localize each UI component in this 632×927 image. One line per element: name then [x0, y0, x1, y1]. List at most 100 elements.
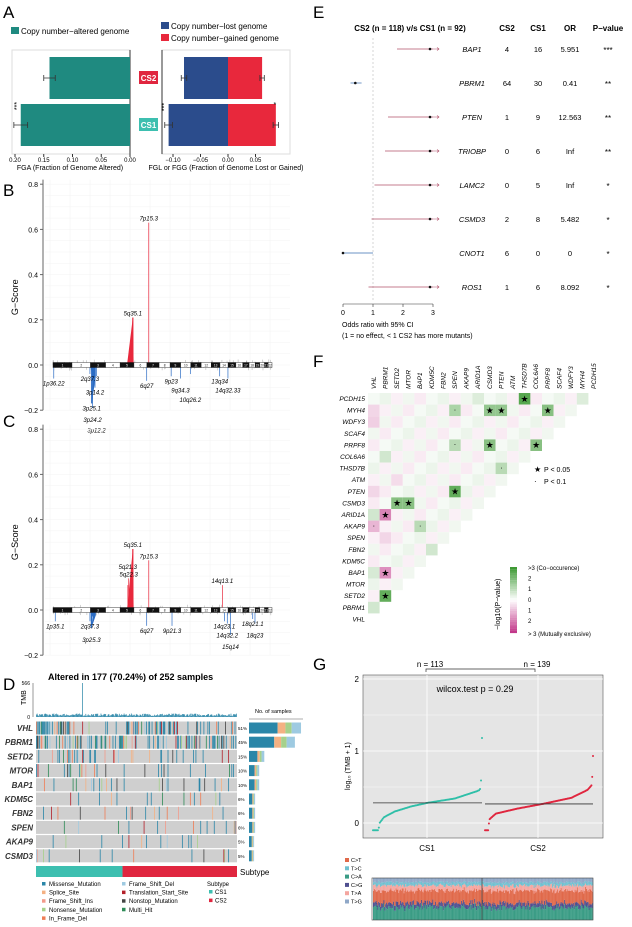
chromosome-label: 14	[222, 608, 226, 612]
mutation-cell	[130, 806, 131, 820]
oncoplot-row-FBN2	[36, 806, 237, 820]
signature-bar-segment	[470, 881, 472, 885]
signature-bar-segment	[462, 884, 464, 890]
signature-bar-segment	[511, 878, 513, 882]
tmb-bar	[178, 713, 180, 717]
signature-bar-segment	[434, 878, 436, 882]
signature-bar-segment	[496, 878, 498, 883]
y-tick-label: 0.8	[28, 427, 38, 434]
signature-bar-segment	[572, 906, 574, 920]
signature-bar-segment	[431, 878, 433, 882]
signature-bar-segment	[408, 891, 410, 905]
signature-bar-segment	[394, 883, 396, 887]
signature-bar-segment	[514, 909, 516, 920]
heatmap-cell	[507, 416, 519, 428]
signature-bar-segment	[472, 903, 474, 909]
peak-label-14q23.1: 14q23.1	[214, 624, 236, 630]
signature-bar-segment	[572, 908, 574, 920]
tmb-bar	[180, 714, 182, 717]
signature-bar-segment	[520, 881, 522, 886]
y-tick-label: 0.0	[28, 363, 38, 370]
heatmap-cell	[379, 427, 392, 440]
mutation-cell	[193, 749, 194, 763]
signature-bar-segment	[471, 900, 473, 905]
gene-count-bar-segment	[254, 821, 256, 833]
mutation-cell	[149, 749, 151, 763]
signature-bar-segment	[419, 909, 421, 920]
subtype-track-label: Subtype	[240, 868, 270, 877]
signature-bar-segment	[506, 907, 508, 920]
tmb-bar	[174, 713, 176, 717]
heatmap-cell	[472, 416, 484, 428]
signature-bar-segment	[482, 888, 484, 901]
heatmap-cell	[472, 404, 484, 417]
signature-bar-segment	[553, 905, 555, 911]
signature-bar-segment	[533, 883, 535, 889]
mutation-cell	[105, 735, 107, 749]
signature-bar-segment	[566, 889, 568, 904]
or-point-LAMC2	[428, 183, 432, 187]
signature-bar-segment	[454, 892, 456, 904]
signature-bar-segment	[448, 878, 450, 884]
signature-bar-segment	[388, 901, 390, 907]
signature-bar-segment	[449, 905, 451, 909]
forest-or-value: Inf	[566, 147, 575, 156]
signature-bar-segment	[468, 886, 470, 894]
signature-bar-segment	[505, 889, 507, 907]
heatmap-cell	[437, 416, 450, 428]
signature-bar-segment	[547, 878, 549, 883]
signature-bar-segment	[533, 907, 535, 920]
mutation-cell	[197, 721, 198, 735]
heatmap-row-label-CSMD3: CSMD3	[342, 500, 365, 507]
signature-bar-segment	[536, 883, 538, 886]
signature-bar-segment	[425, 890, 427, 901]
signature-bar-segment	[504, 884, 506, 891]
mutation-cell	[95, 735, 96, 749]
tmb-bar	[124, 714, 126, 717]
signature-bar-segment	[544, 878, 546, 882]
signature-bar-segment	[433, 904, 435, 910]
signature-bar-segment	[375, 891, 377, 901]
signature-bar-segment	[467, 904, 469, 910]
tmb-ylabel: log₁₀ (TMB + 1)	[345, 742, 352, 790]
signature-bar-segment	[452, 878, 454, 882]
signature-bar-segment	[408, 883, 410, 886]
heatmap-cell	[379, 485, 392, 498]
signature-bar-segment	[409, 891, 411, 902]
mutation-cell	[70, 764, 72, 778]
signature-bar-segment	[399, 885, 401, 891]
signature-bar-segment	[380, 882, 382, 887]
mutation-cell	[200, 792, 202, 806]
heatmap-cell	[402, 555, 415, 567]
legend-swatch	[42, 882, 46, 886]
tmb-bar	[110, 715, 111, 717]
signature-bar-segment	[579, 882, 581, 886]
tmb-bar	[36, 713, 38, 717]
mutation-cell	[144, 764, 146, 778]
signature-bar-segment	[433, 881, 435, 885]
mutation-cell	[177, 806, 179, 820]
signature-bar-segment	[573, 892, 575, 906]
signature-bar-segment	[381, 882, 383, 886]
signature-bar-segment	[503, 881, 505, 885]
signature-bar-segment	[377, 890, 379, 906]
peak-label-1p36.22: 1p36.22	[43, 382, 65, 388]
signature-frame	[371, 877, 594, 921]
signature-bar-segment	[586, 885, 587, 889]
signature-bar-segment	[395, 878, 397, 882]
tmb-bar	[71, 714, 72, 717]
forest-pvalue-stars: **	[605, 114, 611, 123]
colorbar-segment	[510, 573, 517, 576]
signature-bar-segment	[429, 885, 431, 890]
mutation-cell	[199, 778, 201, 792]
gene-count-bar-segment	[277, 722, 286, 734]
signature-bar-segment	[448, 903, 450, 908]
signature-bar-segment	[410, 901, 412, 906]
signature-bar-segment	[578, 892, 580, 904]
mutation-cell	[43, 849, 44, 863]
signature-bar-segment	[547, 906, 549, 920]
signature-bar-segment	[476, 886, 478, 891]
tmb-bar	[66, 714, 68, 717]
tmb-bar	[55, 713, 57, 717]
legend-label-Frame_Shift_Del: Frame_Shift_Del	[129, 882, 174, 888]
